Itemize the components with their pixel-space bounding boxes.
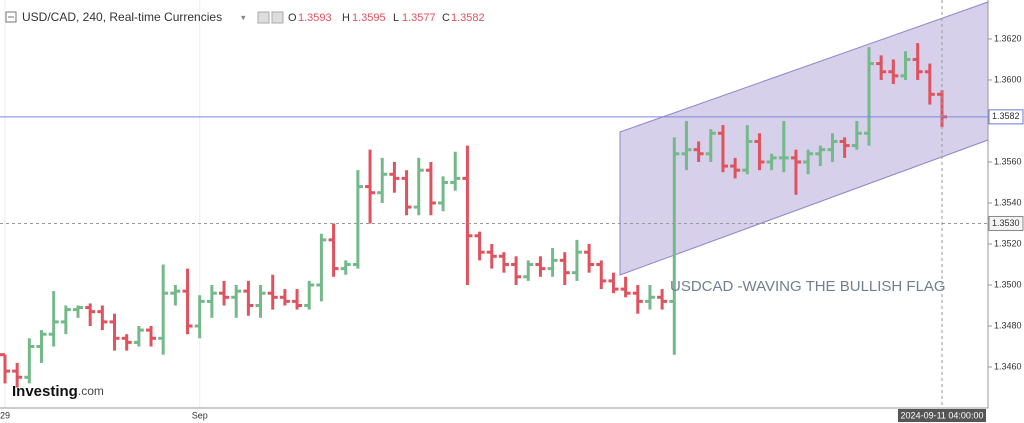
close-icon[interactable] bbox=[271, 11, 284, 24]
open-label: O bbox=[288, 12, 297, 24]
y-tick-label: 1.3540 bbox=[994, 197, 1022, 207]
x-tick-label: Sep bbox=[192, 410, 208, 420]
logo: Investing.com bbox=[12, 383, 104, 400]
cursor-price-label: 1.3530 bbox=[992, 218, 1020, 228]
dropdown-arrow[interactable]: ▾ bbox=[241, 12, 246, 22]
logo-suffix: .com bbox=[78, 384, 104, 398]
collapse-icon[interactable] bbox=[5, 11, 17, 23]
cursor-price-box bbox=[988, 215, 1024, 231]
settings-icon[interactable] bbox=[257, 11, 270, 24]
y-tick-label: 1.3620 bbox=[994, 33, 1022, 43]
y-tick-label: 1.3600 bbox=[994, 74, 1022, 84]
y-tick-label: 1.3480 bbox=[994, 320, 1022, 330]
low-label: L bbox=[393, 12, 399, 24]
y-tick-label: 1.3560 bbox=[994, 156, 1022, 166]
last-price-label: 1.3582 bbox=[992, 111, 1020, 121]
y-tick-label: 1.3520 bbox=[994, 238, 1022, 248]
close-value: 1.3582 bbox=[451, 12, 485, 24]
y-tick-label: 1.3500 bbox=[994, 279, 1022, 289]
low-value: 1.3577 bbox=[402, 12, 436, 24]
last-price-box bbox=[988, 109, 1024, 125]
chart-title: USD/CAD, 240, Real-time Currencies bbox=[22, 10, 222, 24]
y-tick-label: 1.3460 bbox=[994, 361, 1022, 371]
high-label: H bbox=[342, 12, 350, 24]
high-value: 1.3595 bbox=[352, 12, 386, 24]
x-tick-label: 29 bbox=[0, 410, 10, 420]
close-label: C bbox=[442, 12, 450, 24]
annotation: USDCAD -WAVING THE BULLISH FLAG bbox=[670, 278, 946, 295]
logo-main: Investing bbox=[12, 383, 78, 400]
open-value: 1.3593 bbox=[298, 12, 332, 24]
cursor-time-box bbox=[898, 409, 986, 422]
ohlc-header: O 1.3593 H 1.3595 L 1.3577 C 1.3582 bbox=[288, 12, 485, 24]
cursor-time-label: 2024-09-11 04:00:00 bbox=[901, 410, 984, 420]
